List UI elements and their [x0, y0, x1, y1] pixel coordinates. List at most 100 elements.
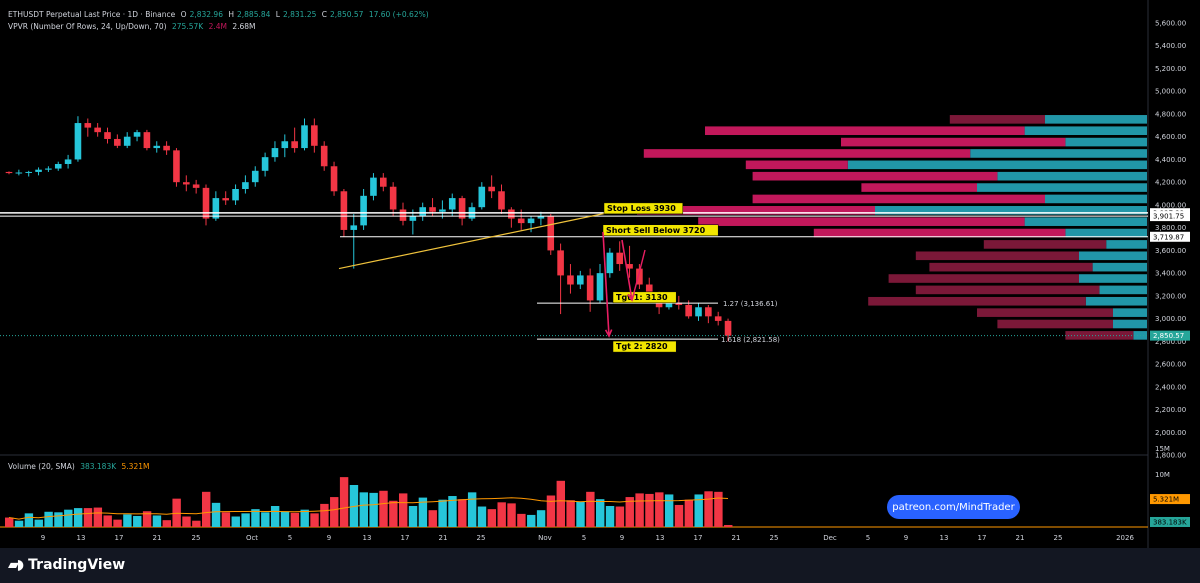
candle-body: [271, 148, 279, 158]
price-tick-label: 2,200.00: [1155, 406, 1186, 414]
time-tick-label: 5: [866, 534, 870, 542]
candle-body: [45, 168, 52, 170]
vpvr-up-row: [1065, 137, 1147, 147]
arrow-to-tgt2: [602, 231, 610, 337]
time-tick-label: 13: [77, 534, 86, 542]
volume-bar: [359, 492, 368, 527]
time-tick-label: 9: [41, 534, 45, 542]
candle-body: [320, 145, 328, 167]
vpvr-up-row: [977, 183, 1147, 192]
volume-bar: [645, 493, 654, 527]
vpvr-up-row: [1065, 228, 1147, 238]
volume-bar: [192, 520, 201, 527]
volume-bar: [596, 499, 605, 527]
volume-bar: [487, 509, 497, 527]
price-tick-label: 5,200.00: [1155, 65, 1186, 73]
volume-bar: [724, 525, 733, 527]
vpvr-up-row: [1092, 262, 1147, 272]
tradingview-logo[interactable]: ▰◗ TradingView: [8, 557, 125, 573]
tradingview-brand-text: TradingView: [28, 557, 126, 573]
volume-bar: [330, 497, 339, 527]
vpvr-up-row: [1079, 274, 1147, 283]
tgt1-label-border: [612, 291, 677, 304]
price-tick-label: 1,800.00: [1155, 452, 1186, 460]
price-badge-label: 2,850.57: [1153, 332, 1184, 340]
price-axis[interactable]: 5,600.00 5,400.00 5,200.00 5,000.00 4,800.00…: [1150, 20, 1190, 460]
time-tick-label: 13: [363, 534, 372, 542]
candle-body: [675, 302, 683, 305]
time-tick-label: 13: [656, 534, 665, 542]
tgt1-label-bg: [613, 291, 677, 303]
price-tick-label: 2,800.00: [1155, 338, 1186, 346]
candle-body: [114, 138, 121, 146]
candle-body: [448, 198, 456, 210]
candle-body: [54, 163, 62, 169]
vpvr-legend[interactable]: VPVR (Number Of Rows, 24, Up/Down, 70) 2…: [8, 22, 259, 31]
change-value: 17.60 (+0.62%): [368, 10, 429, 19]
candle-body: [586, 275, 594, 301]
candle-body: [399, 209, 407, 221]
volume-bar: [280, 511, 290, 527]
volume-bar: [182, 516, 191, 527]
price-badge: [1150, 231, 1190, 242]
vpvr-up-row: [1024, 126, 1147, 136]
stop-loss-label-bg: [604, 202, 683, 214]
price-chart[interactable]: 5,600.00 5,400.00 5,200.00 5,000.00 4,800.00…: [0, 0, 1200, 548]
price-tick-label: 5,600.00: [1155, 20, 1186, 28]
volume-bar: [625, 497, 634, 527]
arrow-to-tgt2-head: [604, 329, 613, 338]
volume-bar: [270, 506, 280, 527]
vpvr-up-row: [1106, 240, 1147, 249]
trend-line: [338, 212, 607, 270]
time-axis[interactable]: 9 13 17 21 25 Oct 5 9 13 17 21 25 Nov 5 9 13 17 21 25 Dec 5 9…: [41, 534, 1135, 542]
volume-bar: [64, 509, 73, 527]
candle-body: [15, 172, 23, 174]
candle-body: [488, 186, 495, 192]
volume-bar: [527, 514, 536, 527]
vpvr-down-row: [861, 183, 977, 192]
symbol-legend[interactable]: ETHUSDT Perpetual Last Price · 1D · Bina…: [8, 10, 429, 19]
vpvr-down-row: [698, 217, 1025, 226]
volume-badge-label: 383.183K: [1153, 518, 1187, 526]
candle-body: [84, 123, 92, 128]
time-tick-label: 5: [582, 534, 586, 542]
candle-body: [370, 177, 377, 196]
candle-body: [458, 198, 466, 219]
price-tick-label: 3,800.00: [1155, 224, 1186, 232]
candle-body: [173, 150, 180, 183]
time-tick-label: Nov: [538, 534, 552, 542]
candle-body: [409, 216, 417, 221]
price-badge-label: 3,719.87: [1153, 233, 1184, 241]
candle-body: [577, 275, 584, 285]
volume-bar: [73, 508, 83, 527]
time-tick-label: 2026: [1116, 534, 1134, 542]
volume-bar: [389, 500, 398, 527]
candle-body: [35, 169, 42, 172]
candle-body: [202, 187, 210, 219]
high-value: 2,885.84: [237, 10, 271, 19]
time-tick-label: 17: [401, 534, 410, 542]
tradingview-logo-icon: ▰◗: [8, 557, 24, 573]
volume-bar: [704, 491, 713, 527]
volume-legend[interactable]: Volume (20, SMA) 383.183K 5.321M: [8, 462, 152, 471]
vpvr-down-row: [977, 308, 1113, 317]
patreon-badge[interactable]: patreon.com/MindTrader: [887, 495, 1020, 519]
volume-sma-value: 5.321M: [121, 462, 150, 471]
vpvr-down-row: [637, 206, 875, 215]
volume-bar: [546, 495, 556, 527]
vpvr-up-row: [970, 149, 1147, 158]
candle-body: [183, 182, 190, 185]
volume-bar: [369, 492, 378, 527]
price-tick-label: 2,400.00: [1155, 383, 1186, 391]
volume-bar: [241, 513, 250, 527]
time-tick-label: 21: [153, 534, 162, 542]
price-tick-label: 2,000.00: [1155, 429, 1186, 437]
price-tick-label: 3,400.00: [1155, 270, 1186, 278]
vpvr-down-row: [745, 160, 848, 170]
vpvr-up-row: [1113, 308, 1147, 317]
candle-body: [645, 284, 653, 296]
vpvr-down-row: [1065, 331, 1134, 340]
vpvr-down-row: [813, 228, 1066, 238]
candle-body: [251, 170, 259, 183]
volume-bar: [566, 500, 575, 527]
